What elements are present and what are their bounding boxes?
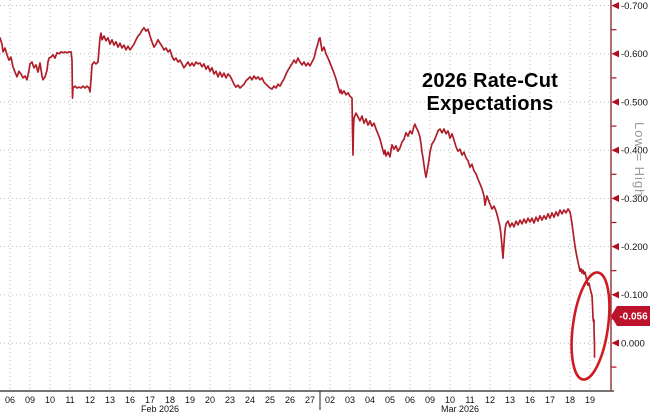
x-axis-day-label: 12 <box>85 395 95 405</box>
x-axis-day-label: 27 <box>305 395 315 405</box>
y-axis-label: -0.100 <box>621 290 648 301</box>
y-axis-label: -0.600 <box>621 49 648 60</box>
x-axis-month-label: Feb 2026 <box>141 404 179 412</box>
y-tick-arrow <box>611 98 619 106</box>
x-axis-day-label: 16 <box>525 395 535 405</box>
y-axis-label: -0.200 <box>621 242 648 253</box>
x-axis-day-label: 04 <box>365 395 375 405</box>
y-axis-label: -0.500 <box>621 97 648 108</box>
right-axis-rotated-label: Low = High <box>632 122 647 198</box>
x-axis-day-label: 12 <box>485 395 495 405</box>
x-axis-day-label: 18 <box>565 395 575 405</box>
y-tick-arrow <box>611 291 619 299</box>
x-axis-day-label: 24 <box>245 395 255 405</box>
last-price-badge <box>611 306 650 327</box>
price-line <box>0 26 596 358</box>
x-axis-day-label: 18 <box>165 395 175 405</box>
y-tick-arrow <box>611 339 619 347</box>
x-axis-day-label: 26 <box>285 395 295 405</box>
x-axis-day-label: 09 <box>25 395 35 405</box>
x-axis-day-label: 03 <box>345 395 355 405</box>
x-axis-day-label: 05 <box>385 395 395 405</box>
y-axis-label: 0.000 <box>621 338 645 349</box>
x-axis-day-label: 06 <box>405 395 415 405</box>
y-axis-label: -0.700 <box>621 1 648 12</box>
y-tick-arrow <box>611 2 619 10</box>
chart-title: 2026 Rate-Cut Expectations <box>360 70 620 116</box>
x-axis-day-label: 19 <box>185 395 195 405</box>
x-axis-day-label: 25 <box>265 395 275 405</box>
x-axis-day-label: 11 <box>465 395 474 405</box>
highlight-ellipse-annotation <box>570 271 611 381</box>
y-tick-arrow <box>611 194 619 202</box>
x-axis-day-label: 19 <box>585 395 595 405</box>
last-price-badge-value: -0.056 <box>619 312 648 323</box>
x-axis-day-label: 02 <box>325 395 335 405</box>
x-axis-day-label: 23 <box>225 395 235 405</box>
x-axis-day-label: 13 <box>505 395 515 405</box>
x-axis-day-label: 11 <box>65 395 74 405</box>
x-axis-day-label: 20 <box>205 395 215 405</box>
x-axis-month-label: Mar 2026 <box>441 404 479 412</box>
x-axis-day-label: 16 <box>125 395 135 405</box>
y-tick-arrow <box>611 243 619 251</box>
x-axis-day-label: 17 <box>145 395 155 405</box>
y-axis-label: -0.300 <box>621 194 648 205</box>
x-axis-day-label: 10 <box>445 395 455 405</box>
y-tick-arrow <box>611 146 619 154</box>
chart-title-line2: Expectations <box>426 93 554 115</box>
x-axis-day-label: 17 <box>545 395 555 405</box>
y-axis-label: -0.400 <box>621 146 648 157</box>
chart-title-line1: 2026 Rate-Cut <box>422 70 558 92</box>
x-axis-day-label: 10 <box>45 395 55 405</box>
y-tick-arrow <box>611 50 619 58</box>
x-axis-day-label: 06 <box>5 395 15 405</box>
x-axis-day-label: 13 <box>105 395 115 405</box>
x-axis-day-label: 09 <box>425 395 435 405</box>
